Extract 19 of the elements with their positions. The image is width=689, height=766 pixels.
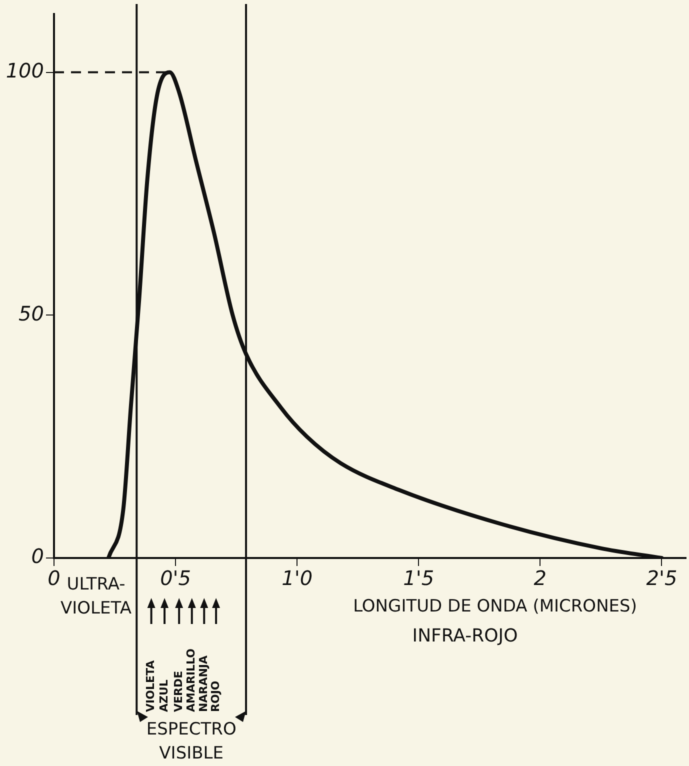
text: ULTRA- VIOLETA [60, 574, 132, 618]
x-tick-label: 0'5 [160, 566, 192, 590]
y-tick-label: 100 [6, 58, 44, 82]
y-tick-label: 0 [31, 544, 44, 568]
x-tick-label: 1'0 [282, 566, 313, 590]
y-tick-label: 50 [18, 301, 44, 326]
text: NARANJA [196, 655, 210, 712]
x-axis-title: LONGITUD DE ONDA (MICRONES) [353, 596, 637, 616]
text: ESPECTRO VISIBLE [146, 719, 236, 764]
text: AZUL [157, 680, 170, 712]
x-tick-label: 1'5 [403, 566, 434, 590]
text: INFRA-ROJO [412, 626, 518, 647]
text: VIOLETA [144, 660, 158, 712]
text: VERDE [172, 670, 185, 712]
x-tick-label: 2'5 [646, 566, 678, 590]
x-tick-label: 2 [534, 566, 547, 590]
text: ROJO [208, 680, 222, 712]
x-tick-label: 0 [48, 566, 60, 590]
text: AMARILLO [184, 648, 198, 712]
